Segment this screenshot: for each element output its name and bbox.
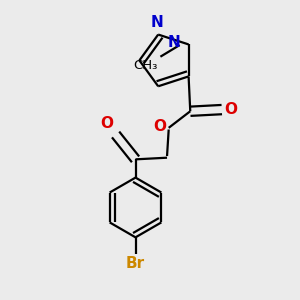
Text: O: O — [100, 116, 113, 131]
Text: O: O — [153, 119, 166, 134]
Text: O: O — [224, 102, 237, 117]
Text: N: N — [150, 15, 163, 30]
Text: Br: Br — [126, 256, 145, 271]
Text: N: N — [168, 35, 180, 50]
Text: CH₃: CH₃ — [134, 59, 158, 72]
